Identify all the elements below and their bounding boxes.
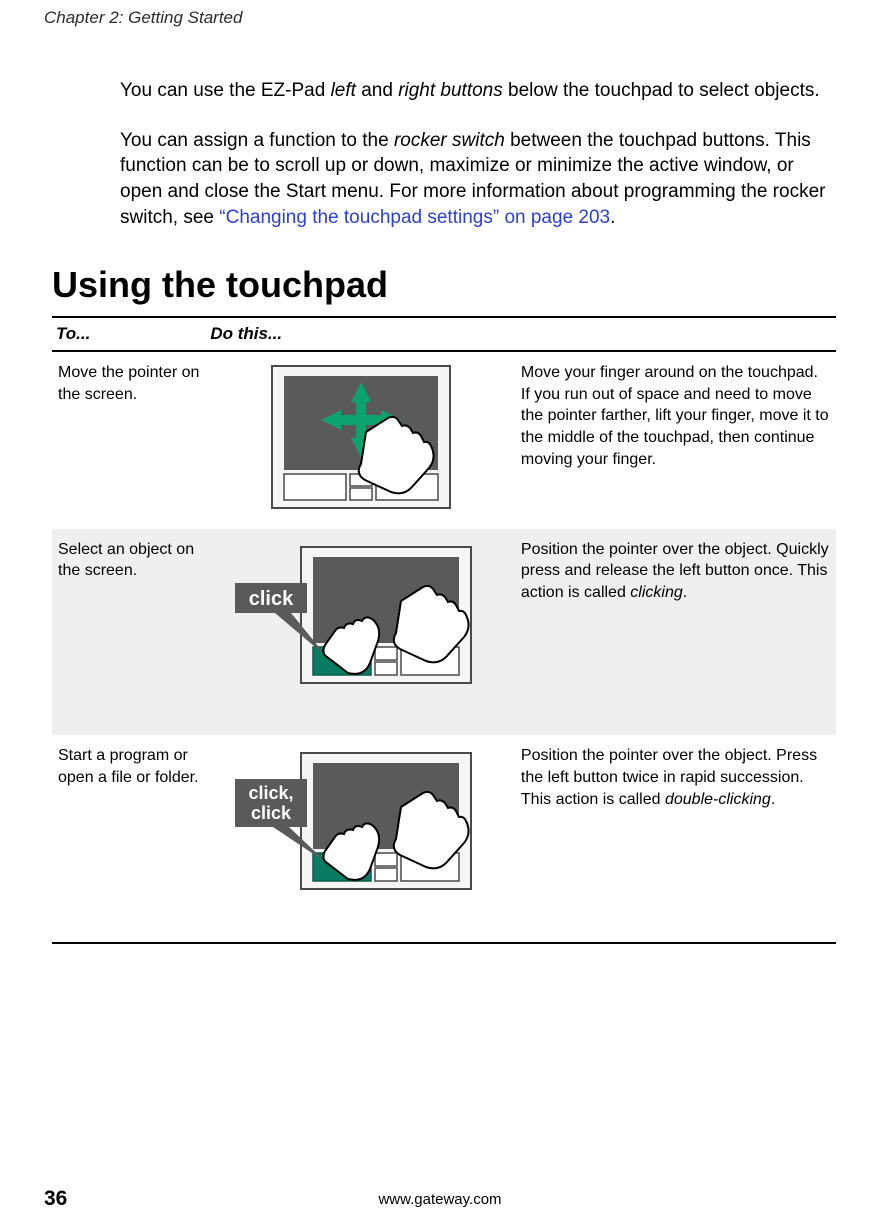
page-footer: 36 www.gateway.com xyxy=(44,1187,836,1211)
touchpad-doubleclick-illustration: click, click xyxy=(231,745,491,925)
th-do: Do this... xyxy=(206,317,836,351)
cell-desc: Move your finger around on the touchpad.… xyxy=(515,351,836,529)
text: You can use the EZ-Pad xyxy=(120,80,331,101)
text: . xyxy=(771,791,775,808)
intro-paragraph-2: You can assign a function to the rocker … xyxy=(120,128,836,231)
text: . xyxy=(610,207,615,228)
text-italic: clicking xyxy=(630,584,682,601)
cell-to: Start a program or open a file or folder… xyxy=(52,735,206,943)
text: . xyxy=(683,584,687,601)
text-italic-left: left xyxy=(331,80,356,101)
section-title: Using the touchpad xyxy=(52,264,836,306)
text: You can assign a function to the xyxy=(120,130,394,151)
cell-desc: Position the pointer over the object. Pr… xyxy=(515,735,836,943)
touchpad-click-illustration: click xyxy=(231,539,491,719)
page: Chapter 2: Getting Started You can use t… xyxy=(0,0,880,1231)
text-italic: double-clicking xyxy=(665,791,771,808)
text-italic-rocker: rocker switch xyxy=(394,130,505,151)
footer-url: www.gateway.com xyxy=(44,1191,836,1208)
cell-graphic xyxy=(206,351,515,529)
click-label: click xyxy=(248,588,293,610)
table-row: Select an object on the screen. xyxy=(52,529,836,736)
text: and xyxy=(356,80,398,101)
text: below the touchpad to select objects. xyxy=(503,80,820,101)
touchpad-table: To... Do this... Move the pointer on the… xyxy=(52,316,836,944)
chapter-header: Chapter 2: Getting Started xyxy=(44,8,836,28)
table-row: Move the pointer on the screen. xyxy=(52,351,836,529)
link-touchpad-settings[interactable]: “Changing the touchpad settings” on page… xyxy=(219,207,610,228)
click-label-2: click xyxy=(251,803,292,823)
cell-graphic: click xyxy=(206,529,515,736)
click-label-1: click, xyxy=(248,783,293,803)
table-header-row: To... Do this... xyxy=(52,317,836,351)
touchpad-move-illustration xyxy=(266,362,456,512)
cell-to: Move the pointer on the screen. xyxy=(52,351,206,529)
table-row: Start a program or open a file or folder… xyxy=(52,735,836,943)
cell-desc: Position the pointer over the object. Qu… xyxy=(515,529,836,736)
cell-to: Select an object on the screen. xyxy=(52,529,206,736)
cell-graphic: click, click xyxy=(206,735,515,943)
th-to: To... xyxy=(52,317,206,351)
intro-paragraph-1: You can use the EZ-Pad left and right bu… xyxy=(120,78,836,104)
text-italic-right: right buttons xyxy=(398,80,503,101)
